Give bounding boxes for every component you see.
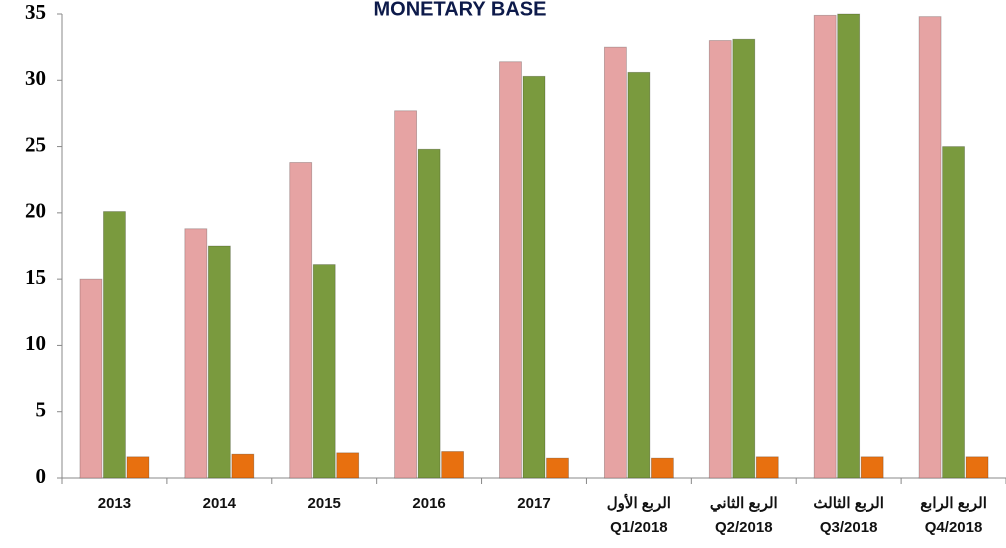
x-tick-label: 2017 (517, 495, 551, 512)
bar (207, 245, 231, 479)
bar (627, 71, 651, 479)
x-tick-label: الربع الثالث Q3/2018 (813, 495, 884, 536)
bar (417, 148, 441, 479)
y-tick-label: 35 (25, 0, 46, 24)
bar (546, 457, 569, 479)
chart-title: MONETARY BASE (374, 0, 547, 20)
bar (650, 457, 674, 479)
y-tick-label: 30 (25, 66, 46, 90)
bar (79, 278, 103, 479)
bar (813, 14, 837, 479)
bar (965, 456, 989, 479)
x-tick-label: الربع الرابع Q4/2018 (920, 495, 987, 536)
bar (184, 228, 208, 479)
bar (942, 146, 965, 479)
bar (336, 452, 360, 479)
y-tick-label: 5 (36, 398, 47, 422)
bar (732, 38, 756, 479)
bar (394, 110, 418, 479)
y-tick-label: 25 (25, 132, 46, 156)
bar (231, 453, 255, 479)
bar (837, 13, 861, 479)
y-tick-label: 0 (36, 464, 47, 488)
bar (126, 456, 150, 479)
bar (708, 40, 732, 479)
bar (499, 61, 522, 479)
bar (860, 456, 884, 479)
bar (522, 75, 546, 479)
y-tick-label: 15 (25, 265, 46, 289)
x-tick-label: 2013 (97, 495, 132, 512)
bar (103, 211, 126, 479)
bar (755, 456, 779, 479)
x-tick-label: الربع الثاني Q2/2018 (709, 495, 778, 536)
x-tick-label: 2015 (307, 495, 341, 512)
bar (312, 264, 336, 479)
bar (603, 46, 627, 479)
x-tick-label: الربع الأول Q1/2018 (606, 495, 671, 536)
bar (289, 162, 313, 479)
x-tick-label: 2016 (412, 495, 446, 512)
bar (918, 16, 942, 479)
x-tick-label: 2014 (202, 495, 236, 512)
y-tick-label: 20 (25, 199, 46, 223)
bar (441, 451, 465, 479)
y-tick-label: 10 (25, 331, 46, 355)
